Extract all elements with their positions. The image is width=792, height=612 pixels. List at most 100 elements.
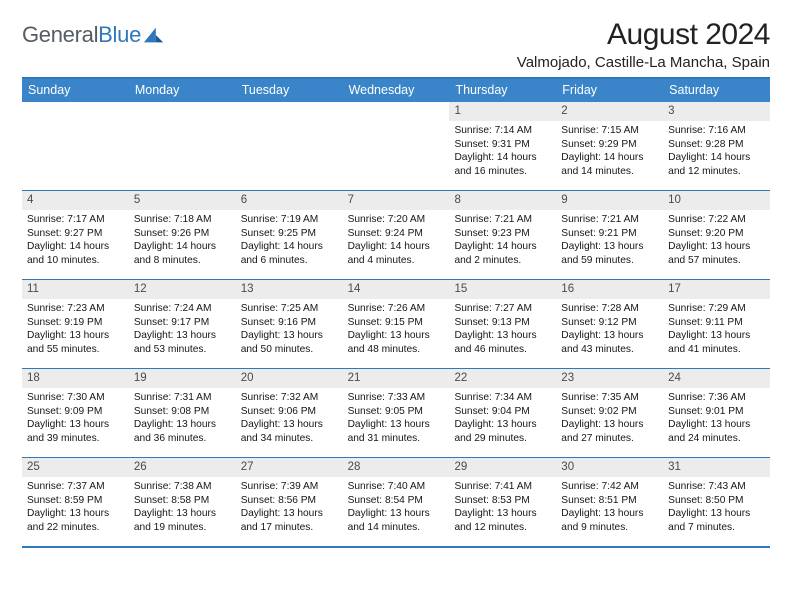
sunrise-line: Sunrise: 7:21 AM (561, 213, 658, 226)
day-number: 7 (343, 191, 450, 210)
day-cell: 6Sunrise: 7:19 AMSunset: 9:25 PMDaylight… (236, 191, 343, 279)
sunset-line: Sunset: 8:53 PM (454, 494, 551, 507)
title-block: August 2024 Valmojado, Castille-La Manch… (517, 18, 770, 71)
daylight-line: Daylight: 13 hours and 57 minutes. (668, 240, 765, 267)
day-cell: 7Sunrise: 7:20 AMSunset: 9:24 PMDaylight… (343, 191, 450, 279)
weekday-tue: Tuesday (236, 79, 343, 102)
day-info: Sunrise: 7:17 AMSunset: 9:27 PMDaylight:… (22, 210, 129, 271)
day-number: 26 (129, 458, 236, 477)
day-cell: 22Sunrise: 7:34 AMSunset: 9:04 PMDayligh… (449, 369, 556, 457)
day-number: 12 (129, 280, 236, 299)
sunset-line: Sunset: 9:31 PM (454, 138, 551, 151)
sunset-line: Sunset: 9:02 PM (561, 405, 658, 418)
sunset-line: Sunset: 9:29 PM (561, 138, 658, 151)
day-number: 2 (556, 102, 663, 121)
sunset-line: Sunset: 8:59 PM (27, 494, 124, 507)
day-number: 4 (22, 191, 129, 210)
day-info: Sunrise: 7:31 AMSunset: 9:08 PMDaylight:… (129, 388, 236, 449)
sunset-line: Sunset: 9:26 PM (134, 227, 231, 240)
sunrise-line: Sunrise: 7:35 AM (561, 391, 658, 404)
week-row: 18Sunrise: 7:30 AMSunset: 9:09 PMDayligh… (22, 368, 770, 457)
location: Valmojado, Castille-La Mancha, Spain (517, 54, 770, 71)
daylight-line: Daylight: 13 hours and 41 minutes. (668, 329, 765, 356)
day-info: Sunrise: 7:26 AMSunset: 9:15 PMDaylight:… (343, 299, 450, 360)
weekday-wed: Wednesday (343, 79, 450, 102)
day-number: 11 (22, 280, 129, 299)
sunrise-line: Sunrise: 7:20 AM (348, 213, 445, 226)
sunrise-line: Sunrise: 7:16 AM (668, 124, 765, 137)
sunrise-line: Sunrise: 7:21 AM (454, 213, 551, 226)
day-cell: 24Sunrise: 7:36 AMSunset: 9:01 PMDayligh… (663, 369, 770, 457)
daylight-line: Daylight: 13 hours and 9 minutes. (561, 507, 658, 534)
day-number: 10 (663, 191, 770, 210)
sunset-line: Sunset: 9:15 PM (348, 316, 445, 329)
weekday-thu: Thursday (449, 79, 556, 102)
sunset-line: Sunset: 9:28 PM (668, 138, 765, 151)
sunrise-line: Sunrise: 7:28 AM (561, 302, 658, 315)
day-number: 20 (236, 369, 343, 388)
sunset-line: Sunset: 9:19 PM (27, 316, 124, 329)
sunset-line: Sunset: 9:01 PM (668, 405, 765, 418)
calendar: Sunday Monday Tuesday Wednesday Thursday… (22, 77, 770, 548)
day-number: 9 (556, 191, 663, 210)
logo-word1: General (22, 22, 98, 47)
day-cell: 21Sunrise: 7:33 AMSunset: 9:05 PMDayligh… (343, 369, 450, 457)
day-cell: 13Sunrise: 7:25 AMSunset: 9:16 PMDayligh… (236, 280, 343, 368)
sunset-line: Sunset: 8:54 PM (348, 494, 445, 507)
daylight-line: Daylight: 13 hours and 7 minutes. (668, 507, 765, 534)
daylight-line: Daylight: 13 hours and 53 minutes. (134, 329, 231, 356)
day-number: 29 (449, 458, 556, 477)
sunrise-line: Sunrise: 7:25 AM (241, 302, 338, 315)
daylight-line: Daylight: 14 hours and 10 minutes. (27, 240, 124, 267)
sunrise-line: Sunrise: 7:19 AM (241, 213, 338, 226)
day-info: Sunrise: 7:21 AMSunset: 9:21 PMDaylight:… (556, 210, 663, 271)
sunset-line: Sunset: 9:04 PM (454, 405, 551, 418)
daylight-line: Daylight: 13 hours and 46 minutes. (454, 329, 551, 356)
day-info: Sunrise: 7:29 AMSunset: 9:11 PMDaylight:… (663, 299, 770, 360)
day-cell: 25Sunrise: 7:37 AMSunset: 8:59 PMDayligh… (22, 458, 129, 546)
day-cell: 30Sunrise: 7:42 AMSunset: 8:51 PMDayligh… (556, 458, 663, 546)
sunset-line: Sunset: 9:13 PM (454, 316, 551, 329)
week-row: 1Sunrise: 7:14 AMSunset: 9:31 PMDaylight… (22, 102, 770, 190)
sunset-line: Sunset: 9:05 PM (348, 405, 445, 418)
daylight-line: Daylight: 14 hours and 12 minutes. (668, 151, 765, 178)
day-cell: 28Sunrise: 7:40 AMSunset: 8:54 PMDayligh… (343, 458, 450, 546)
day-cell: 27Sunrise: 7:39 AMSunset: 8:56 PMDayligh… (236, 458, 343, 546)
daylight-line: Daylight: 13 hours and 24 minutes. (668, 418, 765, 445)
sunrise-line: Sunrise: 7:38 AM (134, 480, 231, 493)
daylight-line: Daylight: 14 hours and 8 minutes. (134, 240, 231, 267)
day-cell: 26Sunrise: 7:38 AMSunset: 8:58 PMDayligh… (129, 458, 236, 546)
day-info: Sunrise: 7:25 AMSunset: 9:16 PMDaylight:… (236, 299, 343, 360)
header: GeneralBlue August 2024 Valmojado, Casti… (22, 18, 770, 71)
daylight-line: Daylight: 14 hours and 2 minutes. (454, 240, 551, 267)
weekday-header-row: Sunday Monday Tuesday Wednesday Thursday… (22, 79, 770, 102)
day-info: Sunrise: 7:41 AMSunset: 8:53 PMDaylight:… (449, 477, 556, 538)
weekday-mon: Monday (129, 79, 236, 102)
daylight-line: Daylight: 13 hours and 14 minutes. (348, 507, 445, 534)
daylight-line: Daylight: 13 hours and 27 minutes. (561, 418, 658, 445)
day-cell: 9Sunrise: 7:21 AMSunset: 9:21 PMDaylight… (556, 191, 663, 279)
day-info: Sunrise: 7:23 AMSunset: 9:19 PMDaylight:… (22, 299, 129, 360)
day-info: Sunrise: 7:28 AMSunset: 9:12 PMDaylight:… (556, 299, 663, 360)
daylight-line: Daylight: 13 hours and 39 minutes. (27, 418, 124, 445)
day-info: Sunrise: 7:14 AMSunset: 9:31 PMDaylight:… (449, 121, 556, 182)
day-number: 30 (556, 458, 663, 477)
logo: GeneralBlue (22, 18, 165, 48)
week-row: 4Sunrise: 7:17 AMSunset: 9:27 PMDaylight… (22, 190, 770, 279)
daylight-line: Daylight: 14 hours and 4 minutes. (348, 240, 445, 267)
day-cell: 11Sunrise: 7:23 AMSunset: 9:19 PMDayligh… (22, 280, 129, 368)
day-number: 1 (449, 102, 556, 121)
sunset-line: Sunset: 8:51 PM (561, 494, 658, 507)
daylight-line: Daylight: 13 hours and 55 minutes. (27, 329, 124, 356)
day-info: Sunrise: 7:22 AMSunset: 9:20 PMDaylight:… (663, 210, 770, 271)
day-info: Sunrise: 7:34 AMSunset: 9:04 PMDaylight:… (449, 388, 556, 449)
day-number: 31 (663, 458, 770, 477)
day-cell: 8Sunrise: 7:21 AMSunset: 9:23 PMDaylight… (449, 191, 556, 279)
daylight-line: Daylight: 13 hours and 34 minutes. (241, 418, 338, 445)
sunrise-line: Sunrise: 7:14 AM (454, 124, 551, 137)
day-number: 18 (22, 369, 129, 388)
day-cell (22, 102, 129, 190)
day-cell: 3Sunrise: 7:16 AMSunset: 9:28 PMDaylight… (663, 102, 770, 190)
sunrise-line: Sunrise: 7:23 AM (27, 302, 124, 315)
daylight-line: Daylight: 13 hours and 12 minutes. (454, 507, 551, 534)
